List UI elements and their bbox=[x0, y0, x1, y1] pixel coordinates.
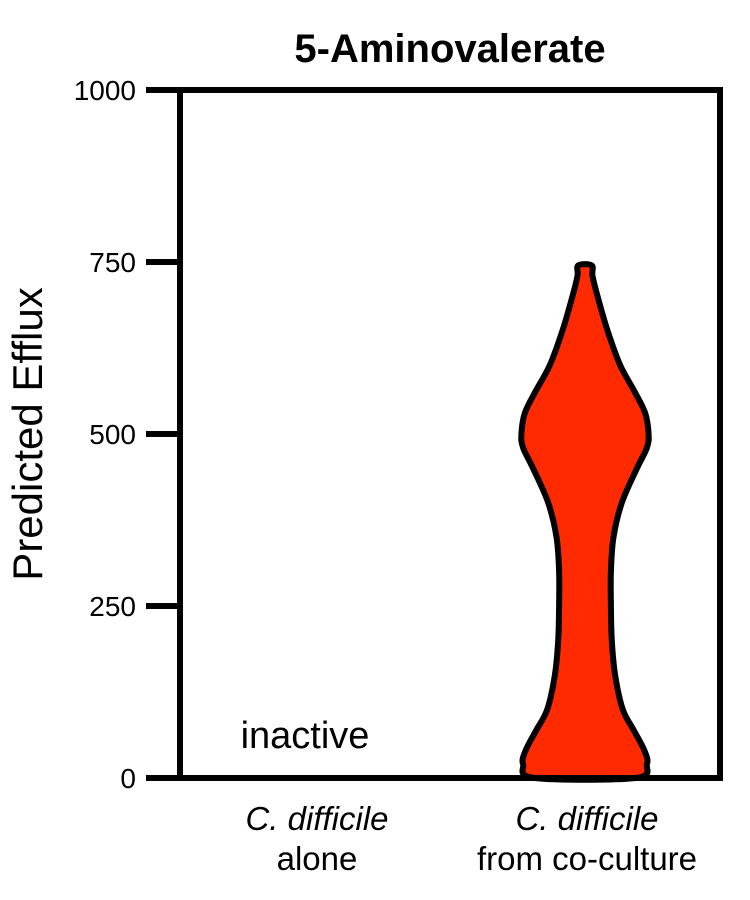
x-category-label-line2: alone bbox=[277, 840, 358, 877]
y-tick-label: 500 bbox=[89, 419, 136, 450]
x-category-label-line1: C. difficile bbox=[245, 800, 388, 837]
violins-layer: inactive bbox=[241, 261, 652, 783]
y-tick-label: 250 bbox=[89, 591, 136, 622]
y-tick-label: 0 bbox=[120, 763, 136, 794]
x-category-label-line1: C. difficile bbox=[515, 800, 658, 837]
x-category-label-line2: from co-culture bbox=[477, 840, 697, 877]
y-axis: 0 250 500 750 1000 bbox=[74, 75, 180, 794]
violin-co-culture bbox=[518, 261, 652, 783]
chart-title: 5-Aminovalerate bbox=[294, 27, 605, 71]
inactive-annotation: inactive bbox=[241, 715, 370, 757]
y-tick-label: 1000 bbox=[74, 75, 136, 106]
y-axis-label: Predicted Efflux bbox=[4, 287, 51, 580]
y-tick-label: 750 bbox=[89, 247, 136, 278]
